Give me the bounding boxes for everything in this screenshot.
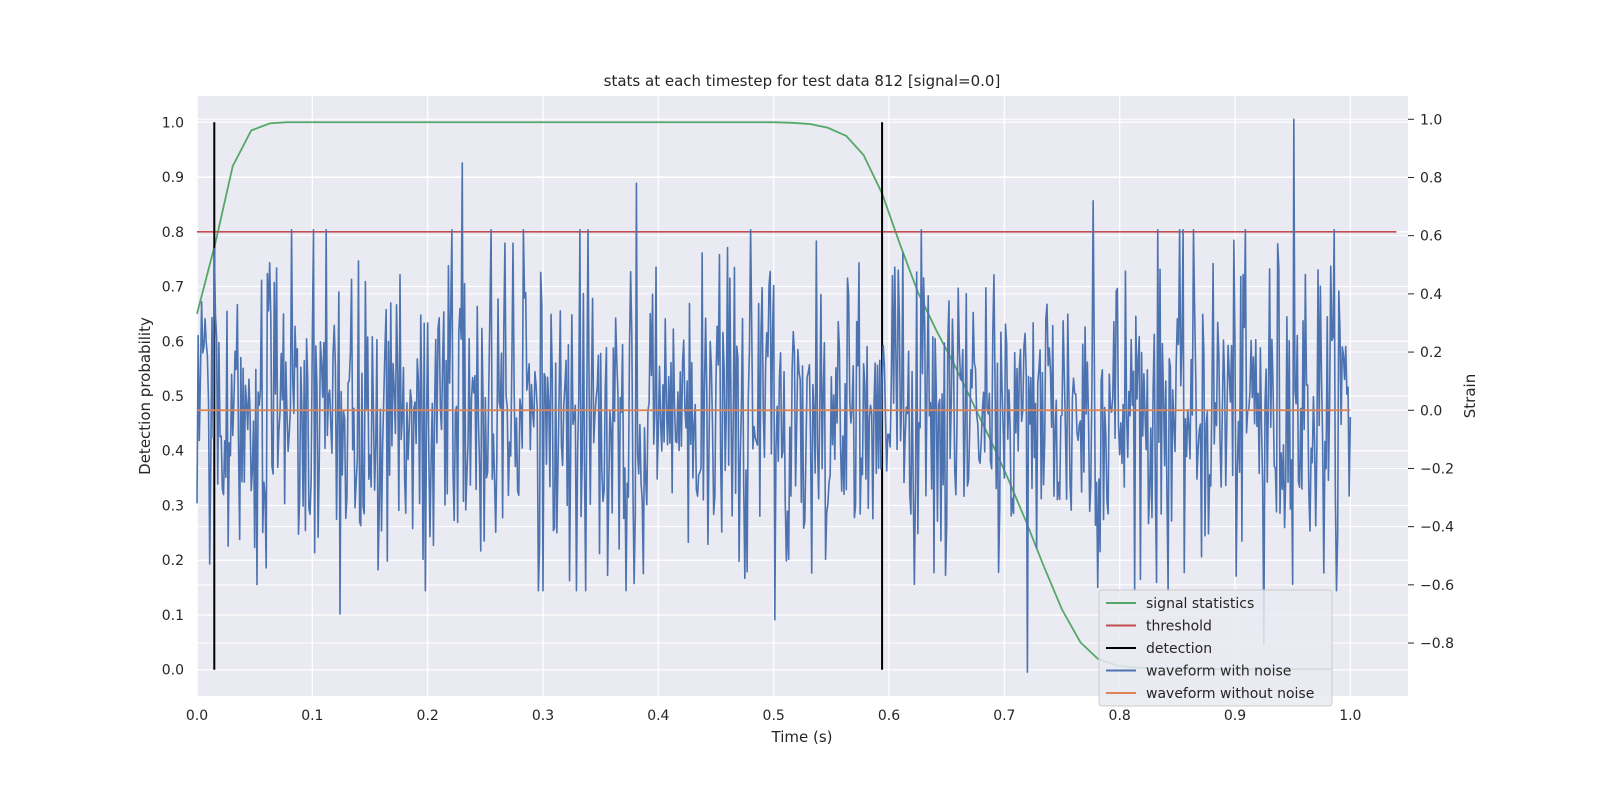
legend-box <box>1098 589 1333 707</box>
legend-entry: detection <box>1146 641 1212 657</box>
x-tick-label: 0.7 <box>993 708 1015 724</box>
legend: signal statistics threshold detection wavef… <box>1098 589 1333 707</box>
y-tick-label: 0.2 <box>162 553 184 569</box>
right-y-tick-label: −0.8 <box>1420 636 1454 652</box>
right-y-tick-label: −0.2 <box>1420 461 1454 477</box>
y-axis-ticks: 0.0 0.1 0.2 0.3 0.4 0.5 0.6 0.7 0.8 0.9 1.0 <box>162 115 184 678</box>
x-tick-label: 0.4 <box>647 708 669 724</box>
legend-entry: threshold <box>1146 619 1212 635</box>
right-y-tick-label: 0.8 <box>1420 170 1442 186</box>
chart-title: stats at each timestep for test data 812… <box>604 72 1001 90</box>
legend-entry: waveform without noise <box>1146 686 1314 702</box>
y-axis-label: Detection probability <box>136 317 154 475</box>
x-tick-label: 0.9 <box>1224 708 1246 724</box>
y-tick-label: 0.4 <box>162 444 184 460</box>
x-tick-label: 0.5 <box>763 708 785 724</box>
legend-entry: signal statistics <box>1146 596 1254 612</box>
x-tick-label: 0.6 <box>878 708 900 724</box>
right-y-tick-label: 0.2 <box>1420 345 1442 361</box>
right-y-tick-label: 0.6 <box>1420 229 1442 245</box>
x-tick-label: 0.0 <box>186 708 208 724</box>
legend-entry: waveform with noise <box>1146 664 1291 680</box>
y-tick-label: 0.8 <box>162 225 184 241</box>
y-tick-label: 0.5 <box>162 389 184 405</box>
y-tick-label: 0.1 <box>162 608 184 624</box>
x-tick-label: 1.0 <box>1339 708 1361 724</box>
y-tick-label: 0.9 <box>162 170 184 186</box>
y-tick-label: 0.3 <box>162 498 184 514</box>
right-y-tick-label: 0.0 <box>1420 403 1442 419</box>
y-tick-label: 0.7 <box>162 280 184 296</box>
x-tick-label: 0.1 <box>301 708 323 724</box>
right-y-tick-label: −0.4 <box>1420 520 1454 536</box>
y-tick-label: 0.6 <box>162 334 184 350</box>
series-waveform-with-noise <box>196 118 1352 673</box>
right-y-axis-ticks: −0.8 −0.6 −0.4 −0.2 0.0 0.2 0.4 0.6 0.8 1.0 <box>1408 112 1454 652</box>
right-y-tick-label: −0.6 <box>1420 578 1454 594</box>
x-axis-ticks: 0.0 0.1 0.2 0.3 0.4 0.5 0.6 0.7 0.8 0.9 1.0 <box>186 708 1362 724</box>
x-axis-label: Time (s) <box>771 728 833 746</box>
right-y-tick-label: 1.0 <box>1420 112 1442 128</box>
y-tick-label: 1.0 <box>162 115 184 131</box>
x-tick-label: 0.8 <box>1109 708 1131 724</box>
series-layer <box>196 118 1397 673</box>
right-y-axis-label: Strain <box>1461 374 1479 418</box>
x-tick-label: 0.3 <box>532 708 554 724</box>
x-tick-label: 0.2 <box>417 708 439 724</box>
y-tick-label: 0.0 <box>162 663 184 679</box>
right-y-tick-label: 0.4 <box>1420 287 1442 303</box>
